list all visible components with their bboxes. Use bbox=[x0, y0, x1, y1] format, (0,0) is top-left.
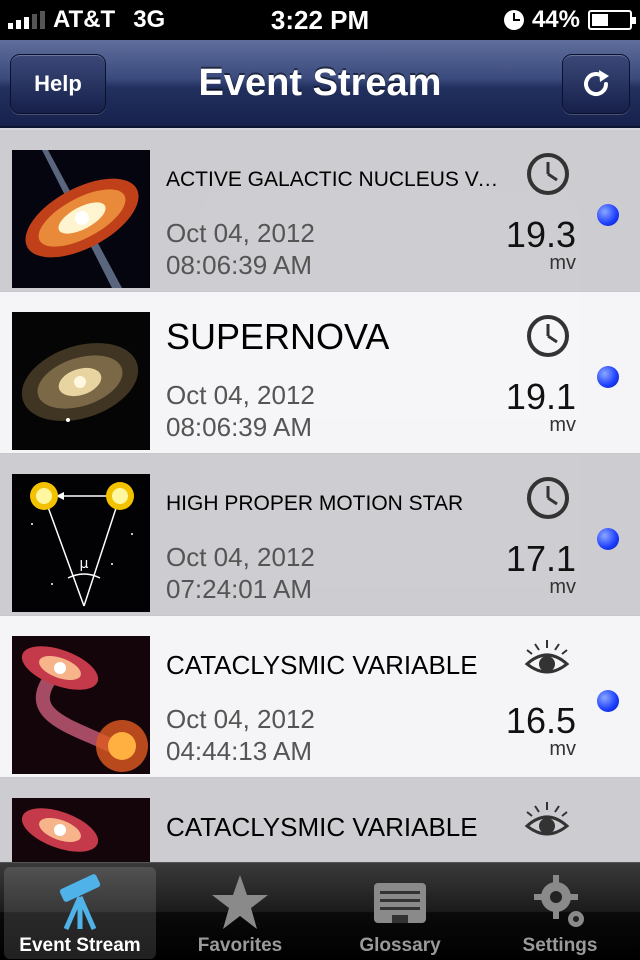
event-thumbnail bbox=[12, 312, 150, 450]
signal-strength-icon bbox=[8, 11, 45, 29]
magnitude-unit: mv bbox=[549, 576, 576, 598]
event-list: ACTIVE GALACTIC NUCLEUS VAR... Oct 04, 2… bbox=[0, 130, 640, 862]
network-type: 3G bbox=[133, 6, 166, 33]
event-thumbnail bbox=[12, 636, 150, 774]
event-magnitude: 19.3 bbox=[505, 214, 576, 255]
event-title: SUPERNOVA bbox=[166, 316, 390, 357]
page-title: Event Stream bbox=[198, 62, 442, 104]
event-title: HIGH PROPER MOTION STAR bbox=[166, 492, 464, 515]
event-date: Oct 04, 2012 bbox=[166, 542, 315, 572]
status-time: 3:22 PM bbox=[270, 5, 370, 35]
event-time: 07:24:01 AM bbox=[166, 574, 312, 604]
battery-icon bbox=[588, 10, 636, 30]
event-thumbnail bbox=[12, 798, 150, 862]
clock-icon bbox=[527, 315, 569, 357]
tab-label: Settings bbox=[522, 935, 598, 956]
event-thumbnail bbox=[12, 150, 150, 288]
event-thumbnail: μ bbox=[12, 474, 150, 612]
unread-indicator bbox=[597, 204, 619, 226]
tab-bar: Event Stream Favorites Glossary Settin bbox=[0, 862, 640, 960]
magnitude-unit: mv bbox=[549, 738, 576, 760]
event-row[interactable]: ACTIVE GALACTIC NUCLEUS VAR... Oct 04, 2… bbox=[0, 130, 640, 292]
event-magnitude: 16.5 bbox=[505, 700, 576, 741]
event-time: 04:44:13 AM bbox=[166, 736, 312, 766]
mu-label: μ bbox=[80, 556, 89, 572]
event-time: 08:06:39 AM bbox=[166, 412, 312, 442]
event-title: CATACLYSMIC VARIABLE bbox=[166, 812, 478, 842]
help-button[interactable]: Help bbox=[10, 54, 106, 114]
event-title: CATACLYSMIC VARIABLE bbox=[166, 650, 478, 680]
clock-icon bbox=[527, 153, 569, 195]
gear-icon bbox=[534, 875, 584, 927]
tab-label: Favorites bbox=[197, 935, 283, 956]
event-row[interactable]: SUPERNOVA Oct 04, 2012 08:06:39 AM 19.1 … bbox=[0, 292, 640, 454]
carrier-name: AT&T bbox=[53, 6, 116, 33]
eye-icon bbox=[524, 802, 570, 836]
unread-indicator bbox=[597, 366, 619, 388]
event-magnitude: 19.1 bbox=[505, 376, 576, 417]
battery-percent: 44% bbox=[531, 6, 580, 33]
event-row[interactable]: CATACLYSMIC VARIABLE Oct 04, 2012 04:44:… bbox=[0, 616, 640, 778]
refresh-button[interactable] bbox=[562, 54, 630, 114]
tab-favorites[interactable]: Favorites bbox=[164, 867, 316, 959]
magnitude-unit: mv bbox=[549, 252, 576, 274]
event-row[interactable]: CATACLYSMIC VARIABLE bbox=[0, 778, 640, 862]
event-date: Oct 04, 2012 bbox=[166, 380, 315, 410]
unread-indicator bbox=[597, 690, 619, 712]
event-date: Oct 04, 2012 bbox=[166, 704, 315, 734]
event-magnitude: 17.1 bbox=[505, 538, 576, 579]
telescope-icon bbox=[59, 874, 101, 931]
refresh-icon bbox=[584, 70, 609, 97]
event-date: Oct 04, 2012 bbox=[166, 218, 315, 248]
event-time: 08:06:39 AM bbox=[166, 250, 312, 280]
tab-event-stream[interactable]: Event Stream bbox=[4, 867, 156, 959]
clock-icon bbox=[527, 477, 569, 519]
event-title: ACTIVE GALACTIC NUCLEUS VAR... bbox=[166, 168, 506, 191]
tab-label: Glossary bbox=[359, 935, 441, 956]
alarm-clock-icon bbox=[503, 10, 524, 30]
tab-glossary[interactable]: Glossary bbox=[324, 867, 476, 959]
glossary-icon bbox=[374, 883, 426, 923]
tab-label: Event Stream bbox=[19, 935, 141, 956]
eye-icon bbox=[524, 640, 570, 674]
magnitude-unit: mv bbox=[549, 414, 576, 436]
unread-indicator bbox=[597, 528, 619, 550]
event-row[interactable]: μ HIGH PROPER MOTION STAR Oct 04, 2012 0… bbox=[0, 454, 640, 616]
status-bar: AT&T 3G 3:22 PM 44% bbox=[0, 0, 640, 40]
star-icon bbox=[212, 875, 268, 929]
navigation-bar: Help Event Stream bbox=[0, 40, 640, 128]
tab-settings[interactable]: Settings bbox=[484, 867, 636, 959]
